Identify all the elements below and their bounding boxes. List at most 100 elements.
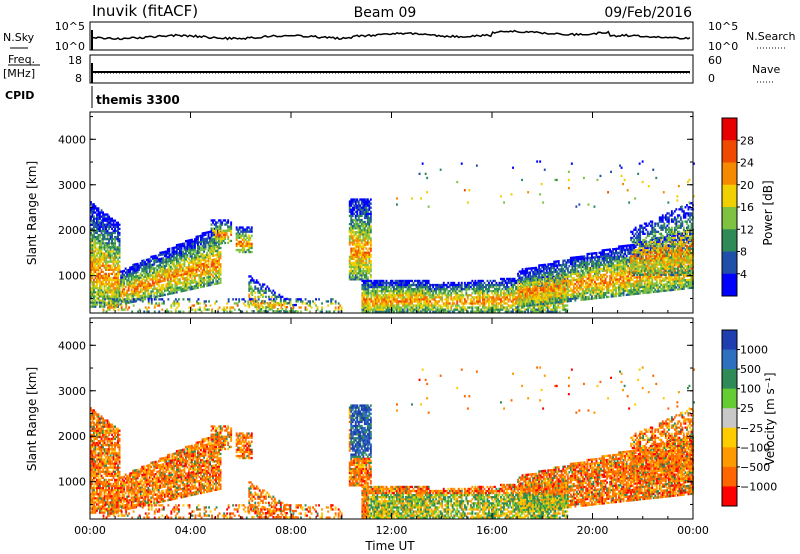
power-cell xyxy=(354,216,357,220)
power-cell xyxy=(188,241,190,244)
power-cell xyxy=(254,304,257,307)
power-cell xyxy=(191,273,193,276)
power-cell xyxy=(148,270,151,273)
power-cell xyxy=(474,310,477,313)
power-cell xyxy=(216,261,219,265)
power-cell xyxy=(198,235,201,238)
power-cell xyxy=(227,241,230,245)
power-cell xyxy=(138,291,141,294)
power-cell xyxy=(215,227,217,230)
power-cell xyxy=(365,283,368,287)
power-cell xyxy=(94,270,97,273)
power-cell xyxy=(377,304,380,307)
power-cell xyxy=(519,277,522,281)
power-cell xyxy=(215,300,218,303)
power-cell xyxy=(192,269,195,272)
power-cell xyxy=(379,294,382,297)
power-cell xyxy=(376,298,379,301)
power-cell xyxy=(421,285,424,289)
power-cell xyxy=(504,296,507,299)
power-cell xyxy=(212,227,214,230)
power-cell xyxy=(127,277,130,280)
power-cell xyxy=(207,231,210,234)
power-cell xyxy=(283,299,285,303)
power-cell xyxy=(489,308,492,311)
power-cell xyxy=(415,279,418,283)
power-cell xyxy=(209,275,211,278)
power-cell xyxy=(384,294,386,297)
power-cell xyxy=(406,308,409,311)
power-cell xyxy=(123,284,126,287)
power-cell xyxy=(365,251,368,254)
power-cell xyxy=(491,302,493,305)
power-cell xyxy=(351,255,354,258)
power-cell xyxy=(456,298,459,301)
power-cell xyxy=(373,308,376,311)
power-cell xyxy=(503,290,505,293)
power-cell xyxy=(426,285,429,289)
power-cell xyxy=(362,290,365,293)
power-cell xyxy=(421,290,424,293)
power-cell xyxy=(102,258,104,261)
power-cell xyxy=(526,269,529,272)
power-cell xyxy=(207,280,210,283)
power-cell xyxy=(177,270,180,273)
power-cell xyxy=(203,302,206,305)
power-cell xyxy=(188,245,190,248)
power-cell xyxy=(397,294,400,297)
power-cell xyxy=(369,239,372,242)
power-cell xyxy=(224,241,227,245)
power-cell xyxy=(451,283,454,287)
power-cell xyxy=(488,306,490,309)
power-cell xyxy=(424,306,427,309)
power-cell xyxy=(112,238,115,241)
power-cell xyxy=(561,306,564,309)
power-cell xyxy=(99,289,101,292)
power-cell xyxy=(254,287,257,290)
power-cell xyxy=(512,296,514,299)
power-cell xyxy=(212,250,214,253)
power-cell xyxy=(197,284,199,287)
power-cell xyxy=(364,310,367,313)
power-cell xyxy=(367,298,370,301)
power-cell xyxy=(447,298,450,301)
power-cell xyxy=(186,268,189,271)
power-cell xyxy=(109,248,112,251)
power-cell xyxy=(390,283,392,287)
power-cell xyxy=(445,304,448,307)
power-cell xyxy=(513,308,516,311)
power-cell xyxy=(109,291,112,294)
power-cell xyxy=(415,308,418,311)
power-cell xyxy=(96,209,98,212)
power-cell xyxy=(99,227,101,230)
power-cell xyxy=(489,300,492,303)
power-cell xyxy=(402,292,404,295)
power-cell xyxy=(215,278,217,281)
power-cell xyxy=(356,255,359,258)
power-cell xyxy=(118,227,121,230)
power-cell xyxy=(394,300,397,303)
power-cell xyxy=(360,241,363,244)
power-cell xyxy=(293,303,296,307)
power-cell xyxy=(175,268,178,271)
power-cell xyxy=(118,268,121,271)
power-cell xyxy=(354,214,357,218)
power-cell xyxy=(94,250,97,253)
power-cell xyxy=(382,288,385,291)
power-cell xyxy=(218,231,220,234)
power-cell xyxy=(258,306,261,309)
power-cell xyxy=(103,274,106,278)
power-cell xyxy=(517,280,519,284)
power-cell xyxy=(495,304,498,307)
power-cell xyxy=(158,298,161,301)
power-cell xyxy=(133,263,136,266)
power-cell xyxy=(99,278,101,282)
power-cell xyxy=(115,221,118,224)
power-cell xyxy=(354,276,357,279)
power-cell xyxy=(412,292,415,295)
power-cell xyxy=(221,223,224,226)
power-cell xyxy=(351,276,354,279)
power-cell xyxy=(396,292,398,295)
power-cell xyxy=(117,302,120,305)
power-cell xyxy=(360,263,363,267)
